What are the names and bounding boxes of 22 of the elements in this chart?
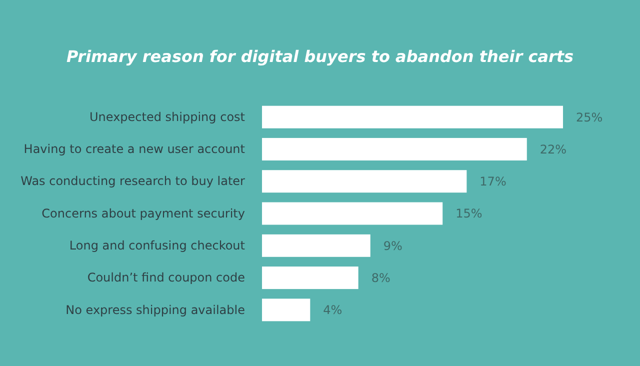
bar <box>262 138 527 160</box>
y-tick-label: Concerns about payment security <box>42 206 245 220</box>
y-tick-label: Unexpected shipping cost <box>90 110 246 124</box>
data-label: 15% <box>456 206 482 221</box>
y-tick-label: Long and confusing checkout <box>69 238 246 252</box>
bar <box>262 202 443 225</box>
bar <box>262 170 467 193</box>
y-tick-label: Couldn’t find coupon code <box>87 270 245 285</box>
y-tick-label: Having to create a new user account <box>24 142 246 156</box>
data-label: 22% <box>540 142 567 156</box>
bar <box>262 266 358 290</box>
data-label: 8% <box>371 270 390 285</box>
y-tick-label: Was conducting research to buy later <box>20 174 246 188</box>
data-label: 9% <box>383 238 402 253</box>
data-label: 17% <box>480 174 506 189</box>
data-label: 25% <box>576 110 603 124</box>
bar <box>262 298 310 322</box>
bar <box>262 106 563 128</box>
y-tick-label: No express shipping available <box>66 302 245 317</box>
bar <box>262 234 370 257</box>
data-label: 4% <box>323 303 342 318</box>
chart-title: Primary reason for digital buyers to abandon their carts <box>66 47 574 66</box>
